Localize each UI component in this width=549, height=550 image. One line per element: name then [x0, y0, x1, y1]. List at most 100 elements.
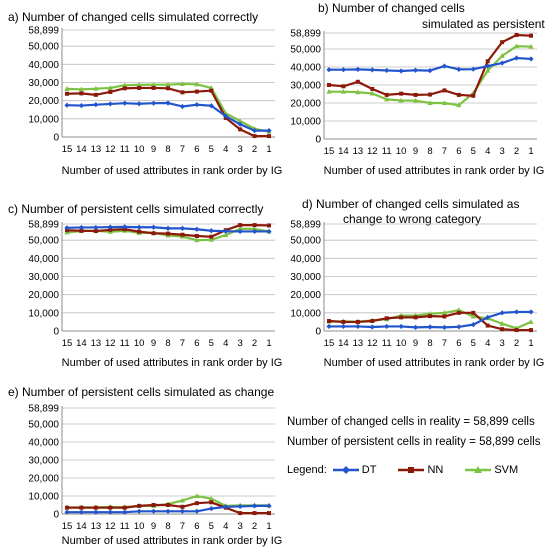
data-point-nn	[267, 511, 271, 516]
data-point-dt	[251, 128, 258, 134]
data-point-svm	[384, 96, 390, 102]
data-point-svm	[470, 313, 476, 319]
data-point-dt	[136, 224, 142, 230]
data-point-nn	[238, 127, 243, 132]
data-point-svm	[223, 232, 229, 238]
x-tick-label: 15	[62, 338, 73, 349]
data-point-dt	[499, 310, 505, 316]
data-point-dt	[528, 56, 534, 62]
x-tick-label: 7	[180, 338, 185, 349]
data-point-nn	[137, 229, 142, 234]
data-point-dt	[326, 323, 332, 330]
data-point-nn	[514, 32, 519, 37]
data-point-dt	[499, 60, 505, 66]
data-point-svm	[340, 88, 347, 94]
data-point-nn	[355, 79, 360, 84]
data-point-nn	[180, 232, 185, 237]
data-point-nn	[93, 92, 98, 97]
data-point-nn	[529, 33, 533, 38]
data-point-nn	[209, 88, 214, 93]
y-tick-label: 40,000	[28, 254, 59, 265]
data-point-dt	[107, 101, 113, 107]
y-tick-label: 50,000	[290, 45, 321, 56]
y-tick-label: 40,000	[290, 254, 321, 265]
y-tick-label: 0	[53, 327, 59, 338]
note-persistent-cells: Number of persistent cells in reality = …	[287, 436, 541, 448]
x-tick-label: 9	[151, 521, 156, 532]
x-tick-label: 8	[165, 338, 170, 349]
x-tick-label: 8	[427, 338, 432, 349]
legend-swatch-nn	[398, 467, 425, 473]
data-point-dt	[93, 509, 99, 515]
x-tick-label: 4	[223, 521, 228, 532]
chart-title-d-line-1: d) Number of changed cells simulated as	[302, 197, 519, 211]
data-point-nn	[500, 40, 505, 45]
x-tick-label: 4	[485, 146, 490, 157]
data-point-nn	[428, 92, 432, 97]
data-point-svm	[456, 102, 462, 108]
data-point-dt	[384, 67, 390, 74]
data-point-nn	[370, 319, 375, 324]
y-tick-label: 10,000	[28, 492, 59, 503]
data-point-dt	[513, 55, 520, 61]
y-tick-label: 30,000	[290, 272, 321, 283]
x-tick-label: 5	[209, 144, 214, 155]
data-point-nn	[267, 134, 271, 139]
data-point-dt	[78, 102, 85, 109]
data-point-dt	[165, 225, 171, 231]
y-tick-label: 40,000	[28, 60, 59, 71]
data-point-svm	[237, 118, 243, 124]
x-tick-label: 5	[471, 146, 476, 157]
x-tick-label: 13	[91, 521, 102, 532]
data-point-dt	[266, 128, 272, 134]
data-point-svm	[441, 310, 448, 315]
data-point-dt	[485, 63, 491, 69]
data-point-dt	[326, 67, 332, 73]
x-tick-label: 12	[105, 144, 116, 155]
x-tick-label: 10	[396, 146, 407, 157]
data-point-svm	[427, 100, 433, 106]
data-point-dt	[122, 100, 128, 106]
data-point-svm	[208, 237, 214, 242]
data-point-dt	[251, 503, 258, 509]
legend-item-nn: NN	[398, 464, 443, 476]
x-tick-label: 1	[528, 338, 533, 349]
x-tick-label: 13	[353, 146, 364, 157]
x-tick-label: 11	[120, 521, 130, 532]
x-tick-label: 13	[353, 338, 364, 349]
legend-item-dt: DT	[332, 464, 376, 476]
data-point-dt	[64, 509, 70, 515]
data-point-nn	[327, 319, 331, 324]
data-point-svm	[208, 495, 214, 501]
data-point-nn	[151, 503, 156, 508]
y-tick-label: 30,000	[28, 272, 59, 283]
data-point-nn	[238, 223, 243, 228]
legend-label-svm: SVM	[494, 464, 519, 476]
data-point-nn	[327, 83, 331, 88]
data-point-dt	[179, 103, 186, 110]
x-tick-label: 13	[91, 144, 102, 155]
data-point-svm	[528, 43, 534, 49]
data-point-svm	[441, 100, 448, 106]
y-tick-label: 20,000	[290, 99, 321, 110]
chart-panel-c: c) Number of persistent cells simulated …	[8, 202, 282, 369]
data-point-dt	[93, 224, 99, 231]
y-tick-label: 20,000	[290, 290, 321, 301]
data-point-nn	[471, 93, 476, 98]
data-point-nn	[355, 319, 360, 324]
data-point-svm	[485, 67, 491, 73]
data-point-dt	[427, 68, 433, 74]
x-tick-label: 8	[165, 521, 170, 532]
y-tick-label: 40,000	[28, 438, 59, 449]
x-tick-label: 4	[223, 338, 228, 349]
data-point-dt	[355, 66, 361, 72]
x-tick-label: 6	[456, 338, 461, 349]
x-tick-label: 11	[382, 338, 392, 349]
x-tick-label: 6	[194, 521, 199, 532]
data-point-nn	[413, 315, 418, 320]
data-point-nn	[108, 505, 113, 510]
data-point-dt	[208, 506, 214, 512]
data-point-dt	[340, 323, 347, 330]
data-point-nn	[485, 59, 490, 64]
